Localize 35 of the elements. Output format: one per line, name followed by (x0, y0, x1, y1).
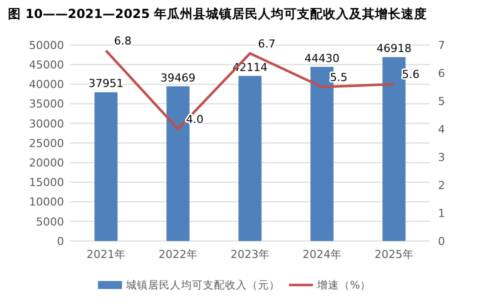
y-tick-label: 5000 (36, 215, 64, 228)
y-tick-label: 45000 (29, 58, 64, 72)
legend-label: 城镇居民人均可支配收入（元） (125, 278, 280, 292)
data-label: 6.7 (258, 37, 276, 50)
x-tick-label: 2023年 (230, 248, 270, 261)
y2-tick-label: 1 (438, 206, 445, 220)
y-tick-label: 35000 (29, 98, 64, 111)
y-tick-label: 40000 (29, 78, 64, 92)
y-tick-label: 10000 (29, 196, 64, 209)
bar (94, 92, 118, 241)
x-tick-label: 2024年 (302, 248, 342, 261)
chart-title: 图 10——2021—2025 年瓜州县城镇居民人均可支配收入及其增长速度 (8, 6, 428, 21)
y-tick-label: 25000 (29, 136, 64, 150)
y-tick-label: 50000 (29, 38, 64, 52)
data-label: 46918 (376, 42, 412, 56)
x-tick-label: 2025年 (374, 248, 414, 261)
bar (238, 76, 262, 241)
data-label: 6.8 (114, 34, 132, 48)
y2-tick-label: 3 (438, 150, 445, 164)
y-tick-label: 15000 (29, 176, 64, 190)
y2-tick-label: 2 (438, 178, 445, 192)
y2-tick-label: 5 (438, 94, 445, 108)
y2-tick-label: 0 (438, 234, 445, 248)
data-label: 44430 (304, 52, 340, 65)
legend-label: 增速（%） (316, 278, 371, 292)
y-tick-label: 30000 (29, 117, 64, 130)
y-tick-label: 0 (57, 234, 64, 248)
x-tick-label: 2022年 (158, 248, 198, 261)
x-tick-label: 2021年 (86, 248, 126, 261)
data-label: 37951 (88, 77, 124, 90)
data-label: 39469 (160, 71, 196, 84)
y2-tick-label: 4 (438, 122, 445, 136)
y-tick-label: 20000 (29, 156, 64, 170)
y2-tick-label: 6 (438, 66, 445, 80)
y2-tick-label: 7 (438, 38, 445, 52)
